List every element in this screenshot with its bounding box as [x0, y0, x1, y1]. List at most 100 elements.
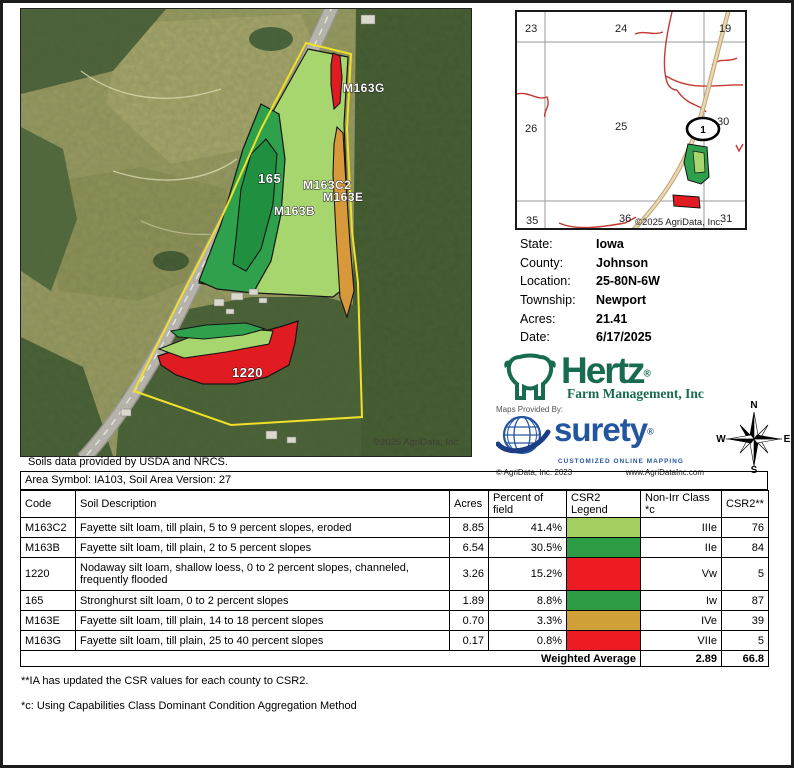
section-23: 23 [525, 23, 537, 35]
map-label-1220: 1220 [232, 365, 263, 380]
cell-code: M163E [20, 610, 76, 631]
section-19: 19 [719, 23, 731, 35]
aerial-map-svg: M163G 165 M163C2 M163E M163B 1220 ©2025 … [21, 3, 471, 465]
section-35: 35 [526, 215, 538, 227]
compass-e: E [784, 434, 791, 445]
table-row: M163B Fayette silt loam, till plain, 2 t… [20, 537, 769, 558]
surety-name: surety [554, 411, 648, 448]
hertz-subtitle: Farm Management, Inc [567, 386, 704, 401]
compass-rose: N S W E [716, 398, 791, 476]
cell-class: Iw [640, 590, 722, 611]
col-nonirr-class: Non-Irr Class *c [640, 490, 722, 518]
aerial-soil-map: M163G 165 M163C2 M163E M163B 1220 ©2025 … [20, 3, 472, 465]
col-percent: Percent of field [488, 490, 567, 518]
info-row-location: Location: 25-80N-6W [520, 272, 770, 291]
table-row: M163G Fayette silt loam, till plain, 25 … [20, 630, 769, 651]
cell-pct: 8.8% [488, 590, 567, 611]
info-row-state: State: Iowa [520, 235, 770, 254]
cell-legend-swatch [566, 630, 641, 651]
cell-acres: 8.85 [449, 517, 489, 538]
trail [112, 158, 238, 181]
surety-registered-mark: ® [647, 426, 654, 437]
cell-class: IIe [640, 537, 722, 558]
cell-acres: 0.70 [449, 610, 489, 631]
table-row: M163C2 Fayette silt loam, till plain, 5 … [20, 517, 769, 538]
cell-csr2: 5 [721, 630, 769, 651]
map-label-165: 165 [258, 171, 281, 186]
cell-legend-swatch [566, 517, 641, 538]
cell-csr2: 87 [721, 590, 769, 611]
cell-pct: 3.3% [488, 610, 567, 631]
cell-code: M163C2 [20, 517, 76, 538]
map-label-m163e: M163E [323, 190, 364, 204]
cell-csr2: 5 [721, 557, 769, 591]
hertz-text: Hertz® Farm Management, Inc [561, 352, 704, 401]
hertz-registered-mark: ® [643, 368, 651, 380]
soils-data-note: Soils data provided by USDA and NRCS. [28, 456, 228, 468]
plat-copyright: ©2025 AgriData, Inc. [635, 217, 723, 228]
cell-legend-swatch [566, 610, 641, 631]
surety-url: www.AgriDataInc.com [625, 468, 704, 477]
soil-polygon-165 [232, 138, 278, 272]
col-csr2-legend: CSR2 Legend [566, 490, 641, 518]
plat-map: 1 23 24 19 26 25 30 35 36 31 ©2025 AgriD… [515, 8, 747, 234]
info-value: 21.41 [596, 311, 628, 326]
section-26: 26 [525, 123, 537, 135]
area-symbol-bar: Area Symbol: IA103, Soil Area Version: 2… [20, 471, 768, 490]
compass-s: S [751, 465, 758, 474]
plat-map-svg: 1 23 24 19 26 25 30 35 36 31 ©2025 AgriD… [516, 8, 745, 234]
info-value: Iowa [596, 237, 624, 252]
info-row-township: Township: Newport [520, 291, 770, 310]
maps-provided-by-label: Maps Provided By: [496, 405, 564, 414]
compass-w: W [716, 434, 726, 445]
weighted-average-label: Weighted Average [20, 650, 641, 667]
info-row-county: County: Johnson [520, 254, 770, 273]
cow-nostril [533, 388, 539, 394]
info-label: Acres: [520, 311, 556, 326]
info-label: County: [520, 255, 564, 270]
cell-acres: 0.17 [449, 630, 489, 651]
section-25: 25 [615, 121, 627, 133]
compass-n: N [750, 400, 757, 411]
section-grid [517, 12, 745, 228]
surety-wordmark: surety® [552, 411, 654, 448]
cell-class: IIIe [640, 517, 722, 538]
surety-copyright: © AgriData, Inc. 2023 [496, 468, 573, 477]
cell-class: VIIe [640, 630, 722, 651]
cell-code: M163B [20, 537, 76, 558]
soil-table: Code Soil Description Acres Percent of f… [20, 490, 769, 667]
location-marker-oval [685, 116, 721, 142]
info-value: 25-80N-6W [596, 274, 660, 289]
weighted-class-value: 2.89 [640, 650, 722, 667]
road-centerline [82, 4, 334, 460]
info-label: Location: [520, 274, 571, 289]
soil-polygon-m163g [330, 52, 343, 111]
weighted-average-row: Weighted Average 2.89 66.8 [20, 650, 769, 667]
info-value: Newport [596, 293, 646, 308]
info-row-date: Date: 6/17/2025 [520, 328, 770, 347]
cell-desc: Fayette silt loam, till plain, 5 to 9 pe… [75, 517, 450, 538]
cell-code: M163G [20, 630, 76, 651]
cell-desc: Fayette silt loam, till plain, 14 to 18 … [75, 610, 450, 631]
cell-pct: 0.8% [488, 630, 567, 651]
surety-globe-icon [496, 415, 551, 455]
section-numbers: 23 24 19 26 25 30 35 36 31 [525, 23, 732, 227]
section-31: 31 [720, 213, 732, 225]
info-label: State: [520, 237, 553, 252]
map-label-m163g: M163G [343, 81, 385, 95]
weighted-csr2-value: 66.8 [721, 650, 769, 667]
section-36: 36 [619, 213, 631, 225]
buildings [120, 14, 376, 444]
col-acres: Acres [449, 490, 489, 518]
col-csr2: CSR2** [721, 490, 769, 518]
cell-pct: 30.5% [488, 537, 567, 558]
cell-pct: 41.4% [488, 517, 567, 538]
plat-soil-red [672, 194, 701, 209]
cell-acres: 1.89 [449, 590, 489, 611]
info-value: Johnson [596, 255, 649, 270]
cell-csr2: 76 [721, 517, 769, 538]
hertz-cow-icon [504, 353, 556, 400]
soil-polygon-m163e [332, 125, 355, 319]
cell-desc: Fayette silt loam, till plain, 2 to 5 pe… [75, 537, 450, 558]
